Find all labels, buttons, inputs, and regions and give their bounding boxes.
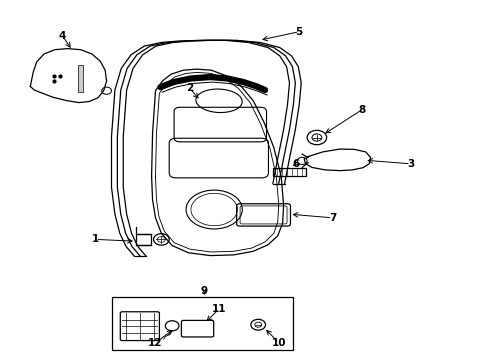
Bar: [78, 65, 83, 92]
Text: 11: 11: [211, 304, 226, 314]
Text: 1: 1: [92, 234, 99, 244]
Text: 6: 6: [292, 159, 299, 169]
Bar: [136, 234, 150, 245]
Text: 5: 5: [295, 27, 302, 37]
Bar: [112, 297, 293, 350]
Text: 9: 9: [201, 286, 207, 296]
Text: 8: 8: [358, 105, 365, 115]
Text: 3: 3: [407, 159, 413, 169]
Text: 10: 10: [271, 338, 285, 348]
Text: 7: 7: [328, 213, 336, 223]
Text: 12: 12: [148, 338, 163, 348]
Text: 2: 2: [186, 83, 193, 93]
Text: 4: 4: [59, 31, 66, 41]
Bar: [272, 168, 305, 176]
